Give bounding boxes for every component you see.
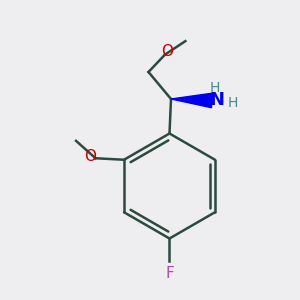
Text: H: H (227, 96, 238, 110)
Polygon shape (171, 93, 211, 108)
Text: O: O (84, 149, 96, 164)
Text: H: H (209, 81, 220, 95)
Text: N: N (209, 91, 224, 109)
Text: F: F (165, 266, 174, 280)
Text: O: O (161, 44, 173, 59)
